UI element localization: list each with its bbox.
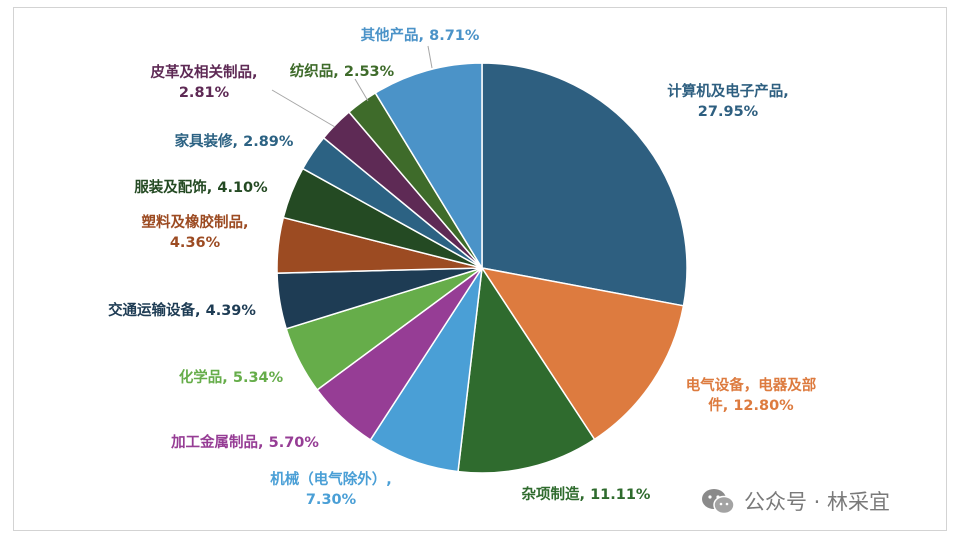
- slice-label-line: 计算机及电子产品,: [667, 82, 789, 100]
- pie-slice-2: [480, 266, 685, 441]
- leader-line-13: [427, 45, 433, 69]
- slice-label-line: 7.30%: [306, 492, 357, 508]
- slice-label-line: 塑料及橡胶制品,: [141, 213, 248, 231]
- slice-label-13: 其他产品, 8.71%: [361, 26, 480, 44]
- leader-line-12: [354, 78, 369, 102]
- slice-label-6: 化学品, 5.34%: [179, 368, 284, 386]
- slice-label-10: 家具装修, 2.89%: [175, 132, 294, 150]
- slice-label-7: 交通运输设备, 4.39%: [108, 301, 256, 319]
- pie-slice-3: [457, 265, 596, 474]
- slice-label-line: 服装及配饰, 4.10%: [134, 178, 268, 196]
- slice-label-line: 件, 12.80%: [708, 396, 794, 414]
- slice-label-2: 电气设备，电器及部件, 12.80%: [686, 376, 817, 414]
- slice-label-line: 2.81%: [179, 85, 230, 101]
- slice-label-1: 计算机及电子产品, 27.95%: [667, 82, 789, 120]
- pie-slice-13: [374, 62, 483, 271]
- slice-label-line: 皮革及相关制品,: [150, 63, 257, 81]
- slice-label-12: 纺织品, 2.53%: [290, 62, 395, 80]
- slice-label-4: 机械（电气除外）, 7.30%: [270, 470, 392, 508]
- slice-label-11: 皮革及相关制品, 2.81%: [150, 63, 257, 101]
- slice-label-line: 4.36%: [170, 235, 221, 251]
- slice-labels: 计算机及电子产品, 27.95% 电气设备，电器及部件, 12.80% 杂项制造, 1…: [108, 26, 817, 508]
- slice-label-line: 27.95%: [698, 104, 759, 120]
- pie-slices: [276, 62, 688, 474]
- leader-line-11: [271, 89, 336, 128]
- slice-label-line: 加工金属制品, 5.70%: [170, 433, 319, 451]
- slice-label-line: 电气设备，电器及部: [686, 376, 817, 394]
- wechat-icon: [702, 489, 735, 515]
- slice-label-line: 纺织品, 2.53%: [290, 62, 395, 80]
- slice-label-line: 杂项制造, 11.11%: [522, 485, 651, 503]
- slice-label-line: 交通运输设备, 4.39%: [108, 301, 256, 319]
- leader-lines: [271, 45, 433, 128]
- slice-label-9: 服装及配饰, 4.10%: [134, 178, 268, 196]
- slice-label-line: 其他产品, 8.71%: [361, 26, 480, 44]
- slice-label-line: 化学品, 5.34%: [179, 368, 284, 386]
- slice-label-line: 家具装修, 2.89%: [175, 132, 294, 150]
- slice-label-3: 杂项制造, 11.11%: [522, 485, 651, 503]
- chart-frame: [13, 7, 947, 531]
- slice-label-8: 塑料及橡胶制品, 4.36%: [141, 213, 248, 251]
- slice-label-line: 机械（电气除外）,: [270, 470, 392, 488]
- pie-slice-1: [481, 62, 688, 307]
- watermark: 公众号 · 林采宜: [700, 486, 890, 516]
- watermark-text: 公众号 · 林采宜: [744, 490, 891, 514]
- slice-label-5: 加工金属制品, 5.70%: [170, 433, 319, 451]
